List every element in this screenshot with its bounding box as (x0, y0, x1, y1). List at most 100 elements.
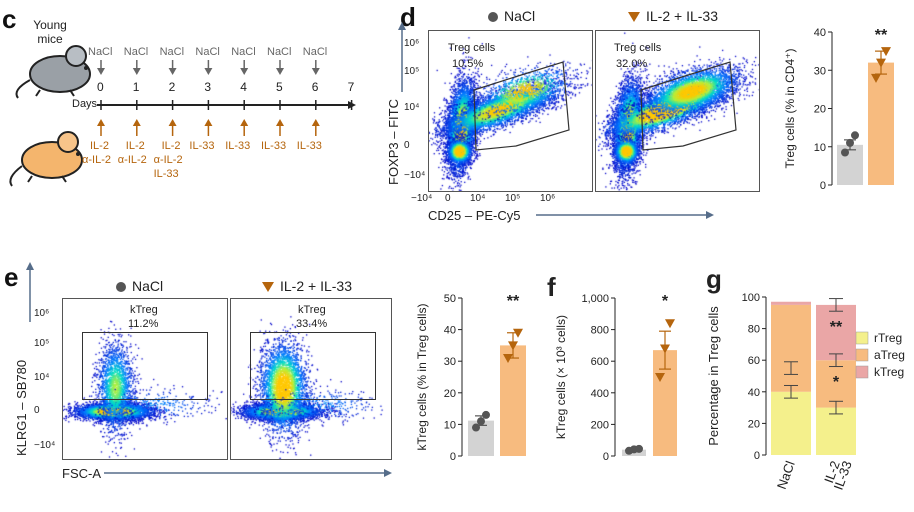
data-point-treat (881, 47, 891, 57)
y-tick-label: 50 (444, 293, 456, 305)
e-ytick-label: 10⁶ (34, 308, 50, 319)
day-label: 4 (240, 80, 247, 94)
legend-nacl-e: NaCl (116, 278, 163, 294)
chart-f-bar: 0 200 400 600 800 1,000 * kTreg cells (× 10³ ce… (547, 272, 677, 463)
y-tick-label: 100 (742, 292, 760, 304)
e-ytick-label: 0 (34, 405, 40, 416)
significance-label: ** (507, 293, 520, 310)
flow-plot-e-treat (230, 298, 392, 460)
data-point-treat (660, 344, 670, 354)
treatment-label: IL-33 (261, 140, 287, 152)
significance-label: * (833, 374, 840, 391)
panel-g-label: g (706, 264, 722, 294)
treatment-label: IL-33 (189, 140, 215, 152)
treatment-label: α-IL-2 (117, 154, 147, 166)
legend-swatch (855, 365, 869, 379)
y-axis-title: kTreg cells (× 10³ cells) (554, 315, 568, 439)
significance-label: ** (875, 27, 888, 44)
y-tick-label: 10 (814, 142, 826, 154)
y-axis-title: Percentage in Treg cells (706, 306, 721, 446)
y-tick-label: 400 (591, 388, 609, 400)
circle-marker-icon (488, 12, 498, 23)
d-xtick-label: 10⁴ (470, 193, 486, 204)
legend-nacl-d: NaCl (488, 8, 535, 24)
grey-mouse-icon (15, 45, 91, 99)
young-mice-label: Young mice (33, 18, 67, 46)
data-point-nacl (482, 410, 490, 419)
stack-rTreg (816, 407, 856, 455)
legend-swatch (855, 331, 869, 345)
data-point-treat (665, 319, 675, 329)
treatment-label: α-IL-2 (153, 154, 183, 166)
data-point-treat (876, 58, 886, 68)
nacl-arrowhead (240, 68, 249, 75)
d-ytick-label: 10⁶ (404, 38, 420, 49)
panel-f-label: f (547, 272, 556, 302)
nacl-dose-label: NaCl (159, 46, 185, 58)
treatment-label: IL-2 (90, 140, 109, 152)
chart-d-bar: 0 10 20 30 40 ** Treg cells (% in CD4⁺) (783, 27, 894, 192)
y-tick-label: 0 (754, 450, 760, 462)
d-xtick-label: 0 (445, 193, 451, 204)
y-tick-label: 40 (748, 387, 760, 399)
day-label: 1 (132, 80, 140, 94)
nacl-dose-label: NaCl (267, 46, 292, 58)
stack-kTreg (816, 304, 856, 361)
e-ytick-label: 10⁵ (34, 338, 50, 349)
gate-value-d-treat: 32.0% (616, 58, 648, 70)
gate-name-d-treat: Treg cells (614, 42, 662, 54)
chart-e-bar: 0 10 20 30 40 50 ** kTreg cells (% in Treg cell… (415, 293, 526, 463)
treat-arrowhead (276, 119, 284, 126)
nacl-dose-label: NaCl (302, 46, 328, 58)
treatment-label: IL-33 (296, 140, 322, 152)
panel-c-schematic (9, 45, 356, 187)
d-xtick-label: 10⁶ (540, 193, 556, 204)
d-xtick-label: 10⁵ (505, 193, 521, 204)
gate-value-e-treat: 33.4% (296, 318, 328, 330)
stack-rTreg (771, 391, 811, 455)
nacl-arrowhead (132, 68, 141, 75)
triangle-marker-icon (628, 12, 640, 23)
orange-mouse-icon (9, 131, 83, 187)
significance-label: ** (830, 319, 843, 336)
d-yaxis-title: FOXP3 – FITC (386, 99, 401, 185)
treat-arrowhead (204, 119, 213, 126)
flow-plot-e-nacl (62, 298, 228, 460)
y-tick-label: 20 (748, 418, 760, 430)
data-point-nacl (841, 148, 849, 157)
y-tick-label: 600 (591, 356, 609, 368)
legend-treat-d: IL-2 + IL-33 (628, 8, 718, 24)
data-point-nacl (851, 131, 859, 140)
y-tick-label: 40 (444, 325, 456, 337)
circle-marker-icon (116, 282, 126, 293)
legend-label: aTreg (874, 348, 905, 362)
y-tick-label: 30 (814, 65, 826, 77)
x-tick-label: IL-2 (821, 459, 843, 485)
treatment-label: IL-33 (225, 140, 251, 152)
treatment-label: α-IL-2 (82, 154, 111, 166)
d-ytick-label: 10⁴ (404, 102, 420, 113)
flow-plot-d-treat (595, 30, 760, 192)
d-ytick-label: −10⁴ (404, 170, 426, 181)
data-point-nacl (472, 423, 480, 432)
y-tick-label: 30 (444, 356, 456, 368)
y-tick-label: 800 (591, 325, 609, 337)
gate-name-e-nacl: kTreg (130, 304, 158, 316)
day-label: 6 (311, 80, 319, 94)
treat-arrowhead (132, 119, 141, 126)
e-ytick-label: −10⁴ (34, 440, 56, 451)
treat-arrowhead (168, 119, 177, 126)
significance-label: * (662, 293, 669, 310)
day-label: 5 (276, 80, 283, 94)
y-tick-label: 200 (591, 419, 609, 431)
bar-treat (868, 62, 894, 185)
d-xaxis-title: CD25 – PE-Cy5 (428, 208, 521, 223)
triangle-marker-icon (262, 282, 274, 293)
treat-arrowhead (97, 119, 105, 126)
treat-arrowhead (240, 119, 249, 126)
day-label: 7 (347, 80, 355, 94)
nacl-dose-label: NaCl (231, 46, 256, 58)
d-ytick-label: 10⁵ (404, 66, 420, 77)
y-tick-label: 0 (603, 451, 609, 463)
gates-d (473, 61, 737, 151)
